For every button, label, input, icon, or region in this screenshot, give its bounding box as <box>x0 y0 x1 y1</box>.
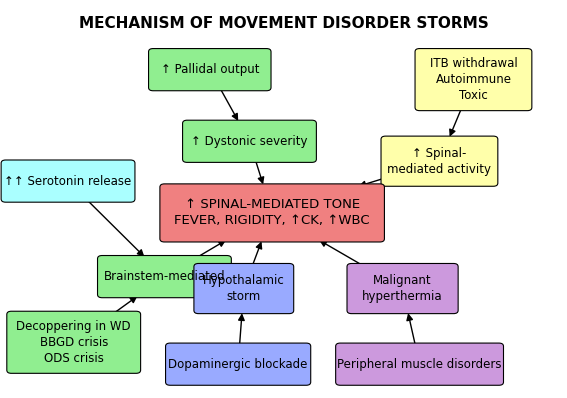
Text: ↑ Spinal-
mediated activity: ↑ Spinal- mediated activity <box>387 147 492 176</box>
Text: ↑ SPINAL-MEDIATED TONE
FEVER, RIGIDITY, ↑CK, ↑WBC: ↑ SPINAL-MEDIATED TONE FEVER, RIGIDITY, … <box>174 199 370 227</box>
FancyBboxPatch shape <box>336 343 503 385</box>
FancyBboxPatch shape <box>381 136 498 186</box>
Text: ↑ Pallidal output: ↑ Pallidal output <box>160 63 259 76</box>
FancyBboxPatch shape <box>149 49 271 91</box>
FancyBboxPatch shape <box>194 263 294 314</box>
FancyBboxPatch shape <box>160 184 384 242</box>
Text: ↑ Dystonic severity: ↑ Dystonic severity <box>191 135 308 148</box>
FancyBboxPatch shape <box>166 343 311 385</box>
Text: ITB withdrawal
Autoimmune
Toxic: ITB withdrawal Autoimmune Toxic <box>430 57 517 102</box>
Text: MECHANISM OF MOVEMENT DISORDER STORMS: MECHANISM OF MOVEMENT DISORDER STORMS <box>79 16 488 31</box>
Text: Malignant
hyperthermia: Malignant hyperthermia <box>362 274 443 303</box>
Text: Dopaminergic blockade: Dopaminergic blockade <box>168 358 308 371</box>
FancyBboxPatch shape <box>1 160 135 202</box>
FancyBboxPatch shape <box>347 263 458 314</box>
FancyBboxPatch shape <box>7 311 141 373</box>
Text: Decoppering in WD
BBGD crisis
ODS crisis: Decoppering in WD BBGD crisis ODS crisis <box>16 320 131 365</box>
FancyBboxPatch shape <box>98 256 231 298</box>
Text: Hypothalamic
storm: Hypothalamic storm <box>203 274 285 303</box>
Text: ↑↑ Serotonin release: ↑↑ Serotonin release <box>5 175 132 187</box>
FancyBboxPatch shape <box>415 49 532 111</box>
Text: Peripheral muscle disorders: Peripheral muscle disorders <box>337 358 502 371</box>
Text: Brainstem-mediated: Brainstem-mediated <box>104 270 225 283</box>
FancyBboxPatch shape <box>183 120 316 162</box>
